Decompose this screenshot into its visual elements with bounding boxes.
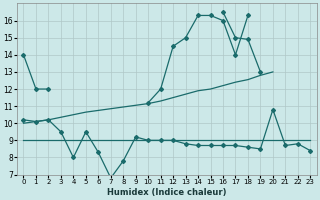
X-axis label: Humidex (Indice chaleur): Humidex (Indice chaleur) bbox=[107, 188, 227, 197]
